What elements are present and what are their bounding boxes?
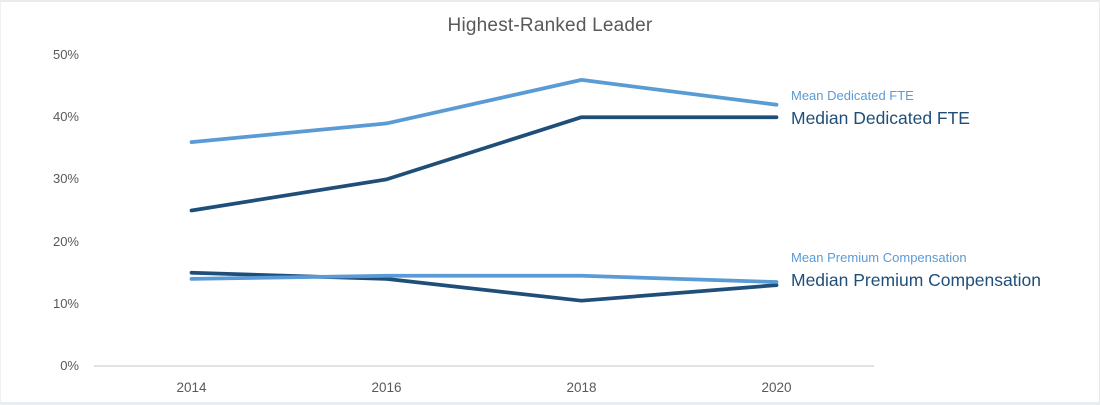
y-tick-label: 40% bbox=[52, 109, 79, 125]
y-tick-label: 20% bbox=[52, 233, 79, 249]
x-tick-label: 2018 bbox=[566, 380, 597, 395]
series-label-mean-dedicated-fte: Mean Dedicated FTE bbox=[791, 88, 914, 103]
series-line-mean-dedicated-fte bbox=[189, 78, 779, 144]
series-label-mean-premium-compensation: Mean Premium Compensation bbox=[791, 250, 967, 265]
y-tick-label: 50% bbox=[52, 47, 79, 62]
y-tick-label: 30% bbox=[52, 171, 79, 187]
series-line-median-dedicated-fte bbox=[189, 115, 779, 213]
y-tick-label: 0% bbox=[60, 358, 79, 373]
y-tick-label: 10% bbox=[52, 295, 79, 311]
series-label-median-premium-compensation: Median Premium Compensation bbox=[791, 270, 1041, 290]
series-label-median-dedicated-fte: Median Dedicated FTE bbox=[791, 108, 970, 128]
x-tick-label: 2014 bbox=[176, 380, 207, 395]
x-tick-label: 2016 bbox=[371, 380, 402, 395]
chart-title: Highest-Ranked Leader bbox=[447, 15, 653, 36]
x-tick-label: 2020 bbox=[761, 380, 792, 395]
series-line-mean-premium-compensation bbox=[189, 273, 779, 284]
